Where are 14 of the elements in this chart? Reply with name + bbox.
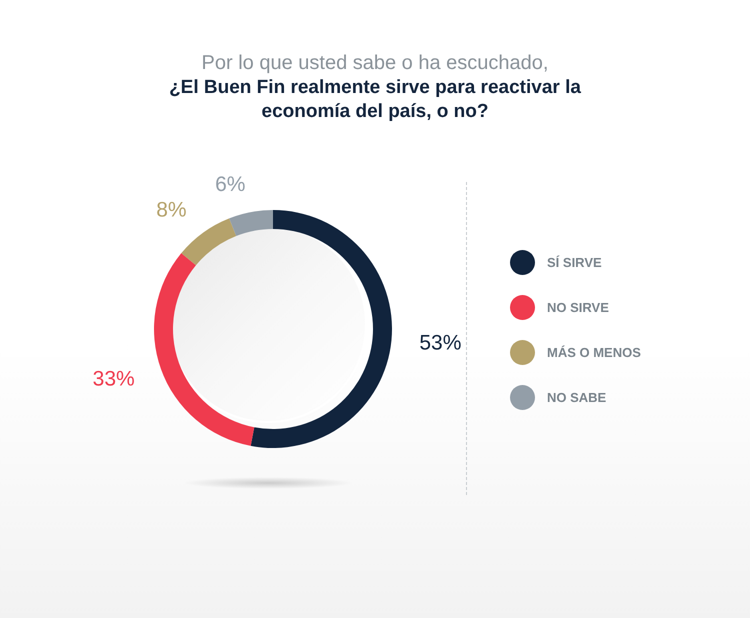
legend-label: SÍ SIRVE (547, 255, 602, 270)
donut-slice (229, 210, 273, 236)
data-label: 53% (419, 331, 462, 354)
donut-slice (181, 218, 236, 266)
data-label: 6% (215, 173, 246, 196)
data-label: 8% (156, 198, 187, 222)
chart-title: Por lo que usted sabe o ha escuchado, (200, 51, 550, 76)
chart-subtitle: ¿El Buen Fin realmente sirve para reactivar la economía del país, o no? (168, 76, 582, 124)
legend-label: MÁS O MENOS (547, 345, 641, 360)
legend-label: NO SABE (547, 390, 606, 405)
donut-slice (154, 253, 254, 446)
legend-label: NO SIRVE (547, 300, 609, 315)
data-label: 33% (92, 367, 135, 390)
donut-slice (250, 210, 392, 448)
